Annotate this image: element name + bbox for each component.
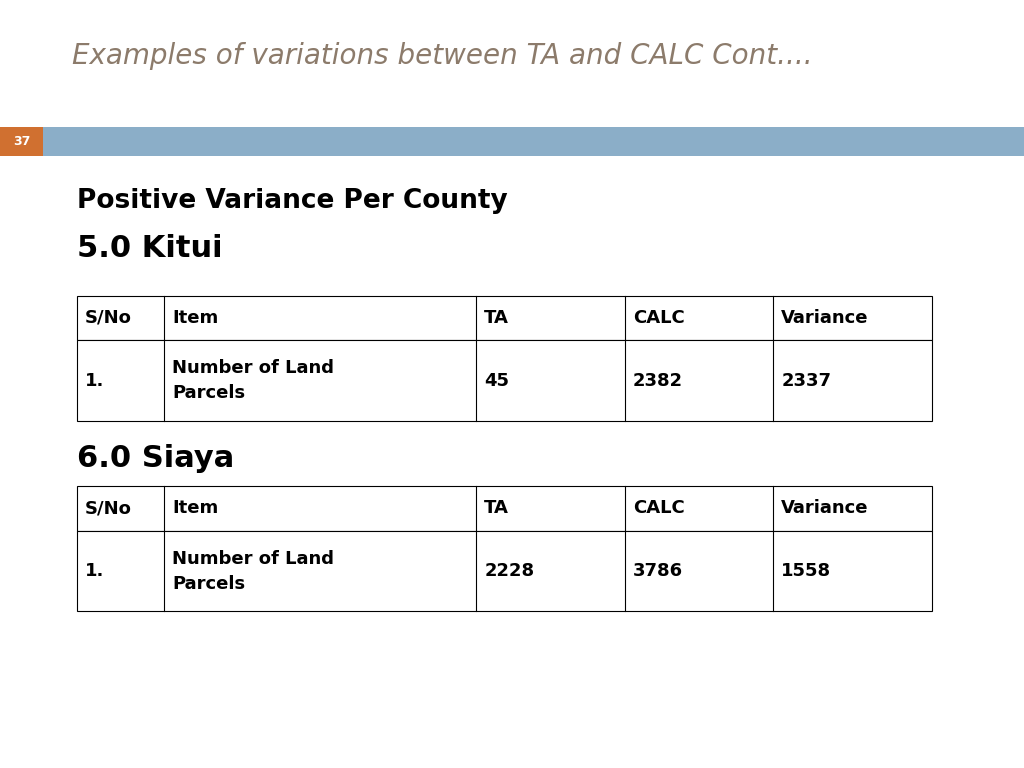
Text: 2382: 2382	[633, 372, 683, 389]
FancyBboxPatch shape	[0, 127, 43, 156]
Text: 2337: 2337	[781, 372, 831, 389]
Text: 45: 45	[484, 372, 509, 389]
Text: 5.0 Kitui: 5.0 Kitui	[77, 234, 222, 263]
Text: Item: Item	[172, 309, 218, 327]
Text: Variance: Variance	[781, 309, 868, 327]
Text: Examples of variations between TA and CALC Cont....: Examples of variations between TA and CA…	[72, 42, 812, 70]
Text: CALC: CALC	[633, 309, 685, 327]
Text: S/No: S/No	[85, 499, 132, 518]
Text: 1558: 1558	[781, 562, 831, 580]
Text: 6.0 Siaya: 6.0 Siaya	[77, 444, 234, 473]
FancyBboxPatch shape	[43, 127, 1024, 156]
Text: 1.: 1.	[85, 562, 104, 580]
Text: Positive Variance Per County: Positive Variance Per County	[77, 188, 508, 214]
FancyBboxPatch shape	[77, 340, 932, 421]
FancyBboxPatch shape	[77, 531, 932, 611]
Text: Number of Land
Parcels: Number of Land Parcels	[172, 359, 334, 402]
Text: Item: Item	[172, 499, 218, 518]
Text: Number of Land
Parcels: Number of Land Parcels	[172, 550, 334, 592]
Text: CALC: CALC	[633, 499, 685, 518]
Text: 3786: 3786	[633, 562, 683, 580]
Text: TA: TA	[484, 309, 509, 327]
Text: S/No: S/No	[85, 309, 132, 327]
Text: 37: 37	[13, 135, 30, 147]
FancyBboxPatch shape	[77, 486, 932, 531]
FancyBboxPatch shape	[77, 296, 932, 340]
Text: 1.: 1.	[85, 372, 104, 389]
Text: Variance: Variance	[781, 499, 868, 518]
Text: TA: TA	[484, 499, 509, 518]
Text: 2228: 2228	[484, 562, 535, 580]
